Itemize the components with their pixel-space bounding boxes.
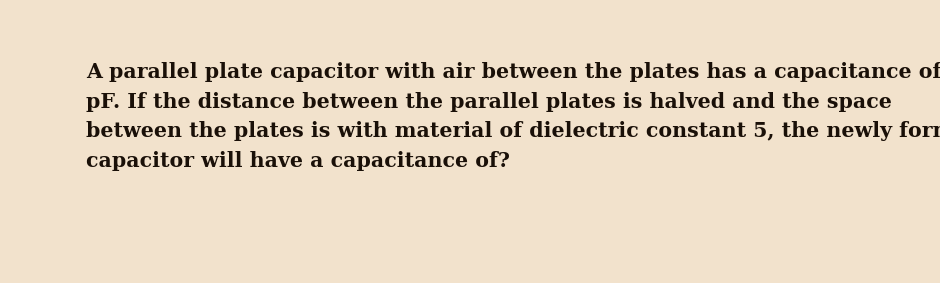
Text: A parallel plate capacitor with air between the plates has a capacitance of 10
p: A parallel plate capacitor with air betw… — [86, 62, 940, 171]
